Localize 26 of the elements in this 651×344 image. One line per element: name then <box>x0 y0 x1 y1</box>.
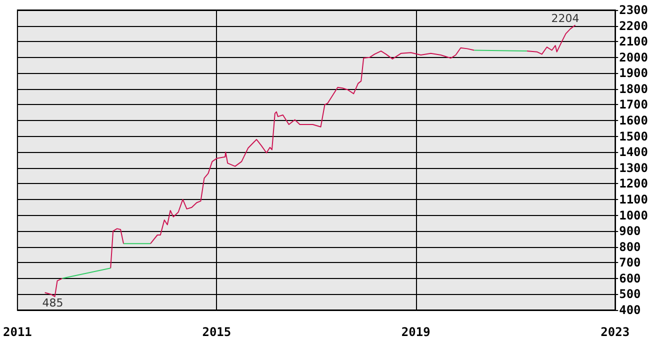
y-tick-label: 700 <box>619 256 641 270</box>
y-tick-label: 800 <box>619 240 641 254</box>
x-tick-label: 2015 <box>202 325 232 339</box>
annotation: 485 <box>42 296 64 310</box>
y-tick-label: 900 <box>619 224 641 238</box>
y-tick-label: 1200 <box>619 176 648 191</box>
annotation: 2204 <box>551 12 580 26</box>
y-tick-label: 1100 <box>619 192 648 206</box>
y-tick-label: 1000 <box>619 208 648 222</box>
y-tick-label: 1500 <box>619 129 648 144</box>
y-tick-label: 1700 <box>619 98 648 112</box>
y-tick-label: 2000 <box>619 50 648 64</box>
y-tick-label: 1300 <box>619 160 648 175</box>
y-tick-label: 500 <box>619 287 641 302</box>
x-tick-label: 2019 <box>401 325 430 339</box>
y-tick-label: 1600 <box>619 114 648 128</box>
x-tick-label: 2023 <box>600 325 630 339</box>
y-tick-label: 1900 <box>619 66 648 80</box>
y-tick-label: 600 <box>619 271 641 286</box>
y-tick-label: 1400 <box>619 145 648 160</box>
y-tick-label: 400 <box>619 303 641 317</box>
y-tick-label: 2100 <box>619 34 648 49</box>
y-tick-label: 2300 <box>619 3 648 17</box>
y-tick-label: 1800 <box>619 82 648 96</box>
y-tick-label: 2200 <box>619 18 648 33</box>
x-tick-label: 2011 <box>2 325 32 339</box>
